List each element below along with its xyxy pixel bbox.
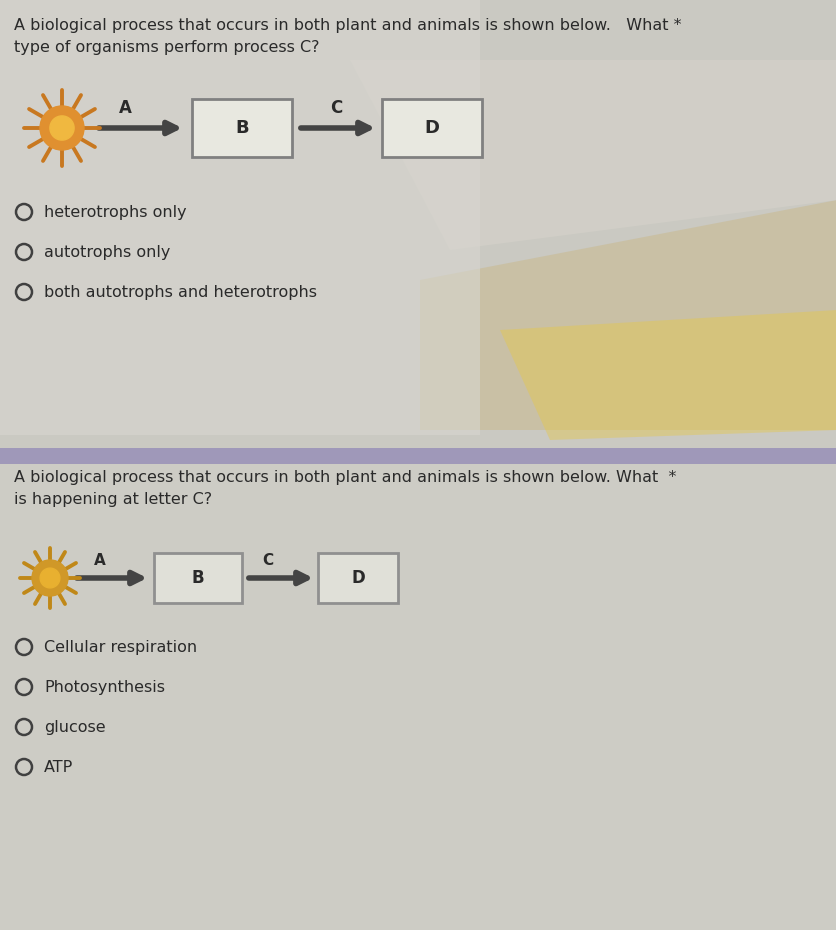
Text: C: C (329, 99, 342, 117)
Circle shape (32, 560, 68, 596)
Bar (191, 99, 292, 157)
Bar (0, 448, 836, 464)
Text: D: D (351, 569, 364, 587)
Text: heterotrophs only: heterotrophs only (44, 205, 186, 219)
Text: glucose: glucose (44, 720, 105, 735)
Text: B: B (235, 119, 248, 137)
Text: A: A (119, 99, 131, 117)
Text: autotrophs only: autotrophs only (44, 245, 171, 259)
Text: A biological process that occurs in both plant and animals is shown below.   Wha: A biological process that occurs in both… (14, 18, 681, 33)
Bar (381, 99, 482, 157)
Text: D: D (424, 119, 439, 137)
Text: Photosynthesis: Photosynthesis (44, 680, 165, 695)
Text: Cellular respiration: Cellular respiration (44, 640, 197, 655)
Text: C: C (263, 552, 273, 567)
Bar (0, 0, 479, 435)
Text: type of organisms perform process C?: type of organisms perform process C? (14, 40, 319, 55)
Text: ATP: ATP (44, 760, 74, 775)
Text: A biological process that occurs in both plant and animals is shown below. What : A biological process that occurs in both… (14, 470, 675, 485)
Polygon shape (420, 200, 836, 430)
Polygon shape (349, 60, 836, 250)
Polygon shape (499, 310, 836, 440)
Circle shape (50, 116, 74, 140)
Bar (154, 553, 242, 603)
Circle shape (40, 568, 60, 588)
Bar (0, 460, 836, 930)
Circle shape (40, 106, 84, 150)
Text: both autotrophs and heterotrophs: both autotrophs and heterotrophs (44, 285, 317, 299)
Bar (318, 553, 398, 603)
Text: B: B (191, 569, 204, 587)
Text: A: A (94, 552, 105, 567)
Text: is happening at letter C?: is happening at letter C? (14, 492, 212, 507)
